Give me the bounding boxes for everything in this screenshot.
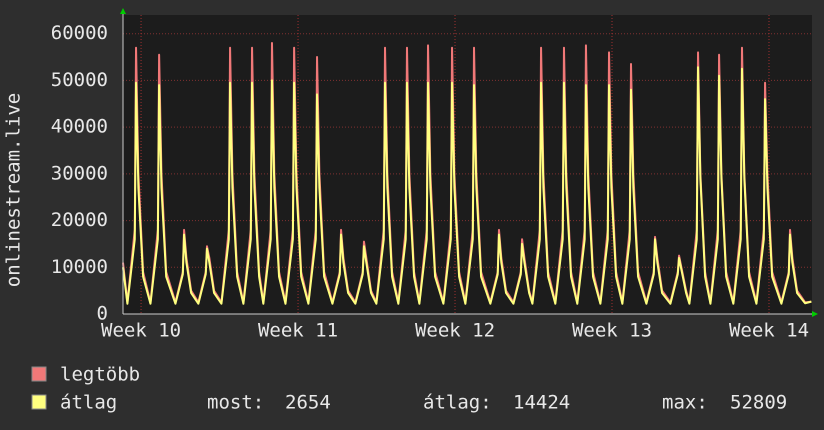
legend-swatch bbox=[31, 394, 47, 410]
y-tick-label: 60000 bbox=[51, 22, 108, 44]
y-tick-label: 10000 bbox=[51, 256, 108, 278]
x-tick-label: Week 13 bbox=[572, 320, 652, 342]
x-tick-label: Week 12 bbox=[415, 320, 495, 342]
stat-label: most: bbox=[207, 392, 264, 414]
stat-label: átlag: bbox=[423, 392, 492, 414]
y-tick-label: 20000 bbox=[51, 209, 108, 231]
legend-swatch bbox=[31, 366, 47, 382]
stat-label: max: bbox=[662, 392, 708, 414]
x-tick-label: Week 10 bbox=[101, 320, 181, 342]
stat-value: 14424 bbox=[513, 392, 570, 414]
series-line bbox=[122, 66, 812, 305]
x-tick-label: Week 14 bbox=[729, 320, 809, 342]
stat-value: 52809 bbox=[730, 392, 787, 414]
legend-label: legtöbb bbox=[60, 364, 140, 386]
y-tick-label: 40000 bbox=[51, 116, 108, 138]
x-tick-label: Week 11 bbox=[258, 320, 338, 342]
y-tick-label: 0 bbox=[97, 303, 108, 325]
axis-arrow bbox=[120, 8, 126, 14]
y-axis-label: onlinestream.live bbox=[3, 93, 25, 287]
axis-arrow bbox=[812, 311, 818, 317]
legend-label: átlag bbox=[60, 392, 117, 414]
stat-value: 2654 bbox=[285, 392, 331, 414]
y-tick-label: 50000 bbox=[51, 69, 108, 91]
y-tick-label: 30000 bbox=[51, 162, 108, 184]
